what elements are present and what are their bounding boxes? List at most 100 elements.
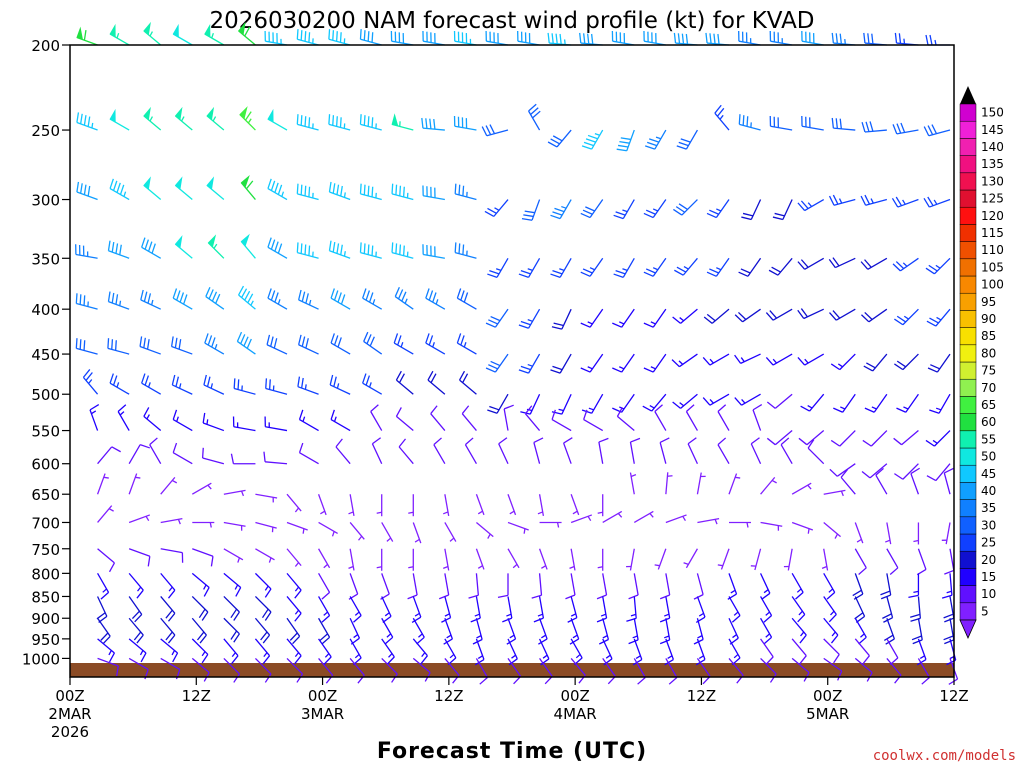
- wind-barb: [239, 106, 256, 131]
- wind-barb: [97, 617, 111, 645]
- colorbar-swatch: [959, 602, 977, 621]
- wind-barb: [673, 199, 698, 216]
- wind-barb: [223, 657, 240, 683]
- wind-barb: [567, 596, 578, 623]
- colorbar-swatch: [959, 275, 977, 294]
- wind-barb: [107, 240, 130, 259]
- wind-barb: [626, 596, 637, 622]
- wind-barb: [910, 596, 921, 622]
- wind-barb: [728, 596, 741, 623]
- wind-barb: [893, 430, 919, 446]
- colorbar-label: 25: [981, 536, 996, 550]
- wind-barb: [941, 522, 951, 545]
- wind-barb: [476, 521, 494, 539]
- wind-barb: [97, 638, 115, 663]
- wind-barb: [861, 121, 887, 133]
- wind-barb: [254, 617, 271, 644]
- wind-barb: [456, 333, 477, 355]
- x-axis-label: Forecast Time (UTC): [377, 739, 647, 764]
- wind-barb: [654, 404, 667, 431]
- colorbar-label: 65: [981, 398, 996, 412]
- x-tick-label: 12Z: [939, 687, 968, 705]
- wind-barb: [348, 573, 359, 600]
- wind-barb: [89, 404, 100, 431]
- wind-barb: [665, 514, 687, 524]
- wind-barb: [240, 233, 256, 259]
- y-tick-label: 700: [31, 514, 60, 532]
- wind-barb: [468, 573, 479, 599]
- x-tick-label: 12Z: [434, 687, 463, 705]
- wind-barb: [317, 493, 327, 516]
- wind-barb: [697, 518, 720, 525]
- wind-barb: [665, 472, 673, 495]
- wind-barb: [923, 124, 951, 137]
- wind-barb: [685, 404, 698, 431]
- wind-barb: [612, 393, 635, 413]
- wind-barb: [192, 521, 215, 528]
- wind-barb: [172, 23, 193, 46]
- wind-barb: [286, 617, 301, 645]
- colorbar-swatch: [959, 224, 977, 242]
- y-tick-label: 800: [31, 565, 60, 583]
- wind-barb: [579, 32, 603, 46]
- colorbar-swatch: [959, 464, 977, 483]
- y-tick-label: 400: [31, 301, 60, 319]
- wind-barb: [672, 308, 698, 324]
- colorbar-swatch: [959, 361, 977, 380]
- wind-barb: [391, 183, 414, 201]
- wind-barb: [791, 521, 814, 534]
- wind-barb: [507, 521, 529, 534]
- wind-barb: [318, 638, 332, 665]
- wind-barb: [583, 409, 604, 432]
- wind-barb: [425, 333, 446, 355]
- colorbar-label: 30: [981, 518, 996, 532]
- wind-barb: [766, 430, 793, 446]
- x-tick-label: 00Z: [560, 687, 589, 705]
- wind-barb: [925, 257, 951, 275]
- wind-barb: [238, 285, 256, 310]
- wind-barb: [266, 334, 288, 355]
- wind-barb: [475, 658, 488, 685]
- wind-barb: [363, 331, 383, 355]
- wind-barb: [143, 106, 162, 131]
- wind-barb: [412, 522, 422, 544]
- wind-barb: [202, 412, 225, 432]
- wind-barb: [97, 548, 115, 573]
- colorbar-label: 130: [981, 174, 1004, 188]
- wind-barb: [551, 393, 572, 415]
- colorbar-swatch: [959, 344, 977, 363]
- wind-barb: [531, 573, 543, 599]
- wind-barb: [801, 116, 824, 131]
- wind-barb: [886, 548, 899, 576]
- wind-barb: [944, 548, 955, 575]
- colorbar-swatch: [959, 189, 977, 208]
- colorbar-label: 120: [981, 209, 1004, 223]
- wind-barb: [240, 175, 256, 200]
- wind-barb: [140, 289, 161, 310]
- colorbar-swatch: [959, 378, 977, 397]
- wind-barb: [596, 573, 608, 600]
- y-tick-label: 850: [31, 588, 60, 606]
- wind-barb: [128, 444, 151, 465]
- wind-barb: [318, 521, 338, 537]
- wind-barb: [891, 196, 919, 208]
- wind-barb: [171, 374, 193, 395]
- wind-barb: [863, 353, 888, 372]
- wind-barb: [829, 308, 856, 321]
- wind-barb: [780, 437, 793, 465]
- colorbar-swatch: [959, 120, 977, 139]
- wind-barb: [943, 467, 954, 495]
- wind-barb: [128, 473, 141, 495]
- colorbar-swatch: [959, 292, 977, 311]
- wind-barb: [927, 353, 951, 373]
- wind-barb: [454, 242, 477, 259]
- wind-barb: [160, 617, 176, 644]
- wind-barb: [854, 617, 867, 645]
- wind-barb: [565, 573, 576, 600]
- wind-barb: [734, 353, 761, 364]
- wind-barb: [128, 596, 143, 623]
- wind-barb: [854, 522, 864, 544]
- wind-barb: [537, 494, 545, 516]
- wind-barb: [760, 596, 773, 623]
